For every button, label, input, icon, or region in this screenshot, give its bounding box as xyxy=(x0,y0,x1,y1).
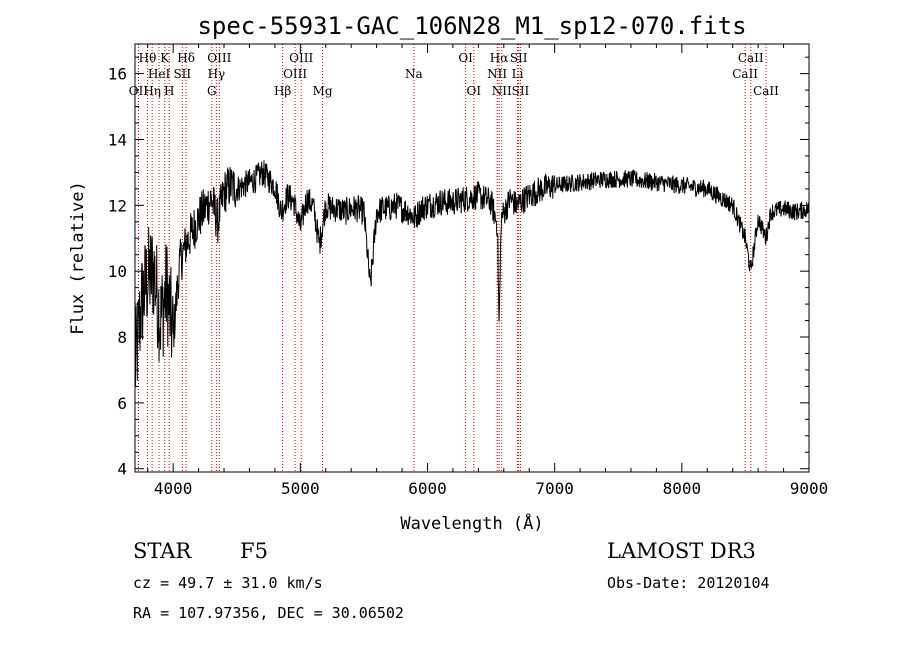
plot-frame xyxy=(134,43,810,473)
line-marker-label: CaII xyxy=(732,67,758,81)
line-marker-label: OIII xyxy=(207,51,231,65)
line-marker-label: OIII xyxy=(289,51,313,65)
y-tick-label: 10 xyxy=(108,262,127,281)
x-axis-label: Wavelength (Å) xyxy=(400,512,543,534)
line-marker-label: NII xyxy=(492,84,512,98)
line-marker-label: OI xyxy=(466,84,481,98)
line-marker-label: G xyxy=(207,84,217,98)
line-marker-label: OIII xyxy=(283,67,307,81)
line-marker-label: Hδ xyxy=(177,51,195,65)
spectrum-line xyxy=(134,160,810,387)
line-markers xyxy=(137,44,767,472)
line-marker-label: Hθ xyxy=(139,51,157,65)
x-tick-label: 9000 xyxy=(790,479,829,498)
line-marker-label: NII xyxy=(487,67,507,81)
survey-name: LAMOST DR3 xyxy=(607,539,756,563)
y-tick-label: 12 xyxy=(108,196,127,215)
x-tick-label: 6000 xyxy=(408,479,447,498)
observation-date: Obs-Date: 20120104 xyxy=(607,574,770,592)
x-axis: 4000 5000 6000 7000 8000 9000 xyxy=(147,44,829,498)
y-tick-label: 16 xyxy=(108,65,127,84)
line-marker-label: CaII xyxy=(753,84,779,98)
coordinates: RA = 107.97356, DEC = 30.06502 xyxy=(133,604,404,622)
x-tick-label: 7000 xyxy=(535,479,574,498)
line-marker-label: H xyxy=(164,84,174,98)
x-tick-label: 8000 xyxy=(663,479,702,498)
chart-title: spec-55931-GAC_106N28_M1_sp12-070.fits xyxy=(197,12,746,40)
line-marker-label: SII xyxy=(510,51,528,65)
line-marker-label: Na xyxy=(405,67,423,81)
redshift-cz: cz = 49.7 ± 31.0 km/s xyxy=(133,574,323,592)
line-marker-label: HeI xyxy=(148,67,171,81)
line-marker-label: K xyxy=(160,51,170,65)
line-marker-label: Hγ xyxy=(208,67,226,81)
line-marker-labels: OII Hθ Hη HeI K H SII Hδ G Hγ OIII Hβ OIII OIII Mg Na OI… xyxy=(129,51,779,98)
line-marker-label: Hα xyxy=(490,51,509,65)
line-marker-label: OII xyxy=(129,84,149,98)
y-axis: 4 6 8 10 12 14 16 xyxy=(108,56,809,479)
line-marker-label: Li xyxy=(512,67,524,81)
line-marker-label: SII xyxy=(512,84,530,98)
line-marker-label: SII xyxy=(173,67,191,81)
y-tick-label: 14 xyxy=(108,130,127,149)
object-class: STAR xyxy=(133,539,192,563)
y-tick-label: 4 xyxy=(117,460,127,479)
y-axis-label: Flux (relative) xyxy=(68,181,88,335)
line-marker-label: CaII xyxy=(738,51,764,65)
line-marker-label: OI xyxy=(458,51,473,65)
object-subclass: F5 xyxy=(240,539,268,563)
y-tick-label: 8 xyxy=(117,328,127,347)
x-tick-label: 4000 xyxy=(154,479,193,498)
line-marker-label: Hβ xyxy=(274,84,291,98)
x-tick-label: 5000 xyxy=(281,479,320,498)
y-tick-label: 6 xyxy=(117,394,127,413)
line-marker-label: Hη xyxy=(143,84,161,98)
line-marker-label: Mg xyxy=(313,84,333,98)
